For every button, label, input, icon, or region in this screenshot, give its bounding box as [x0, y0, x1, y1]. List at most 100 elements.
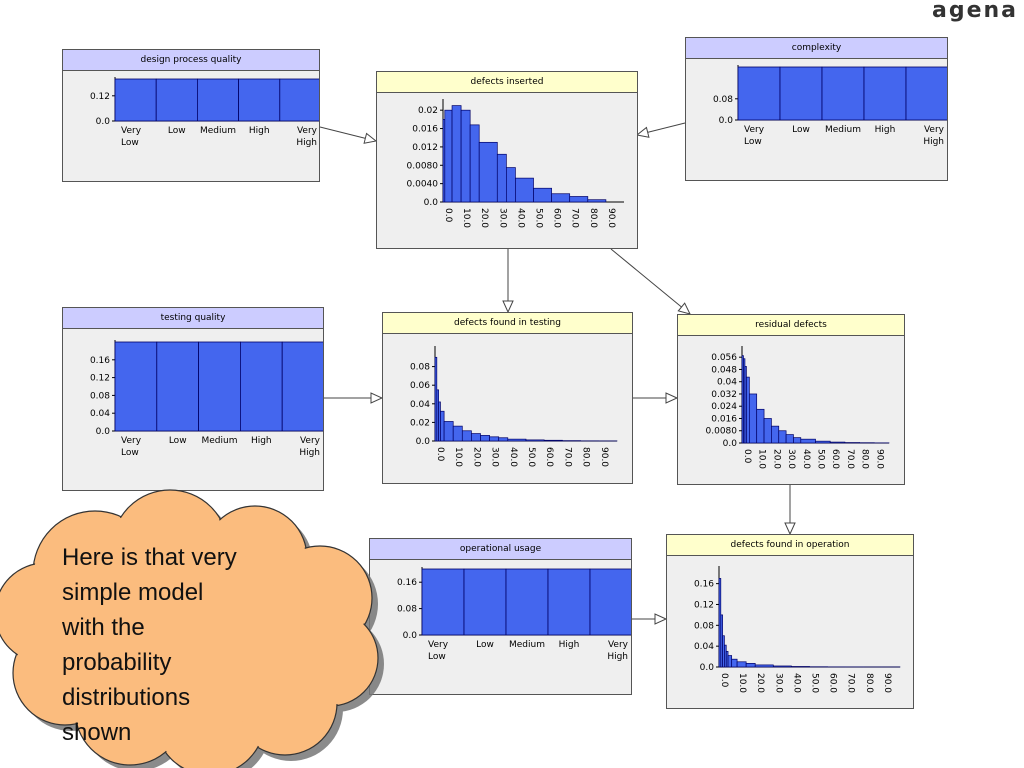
arrow-head: [784, 522, 796, 536]
y-tick-label: 0.16: [397, 578, 417, 588]
category-label: High: [296, 138, 317, 148]
x-tick-label: 80.0: [581, 447, 591, 467]
arrow-head: [635, 126, 650, 138]
bar: [198, 341, 241, 432]
category-label: Very: [608, 640, 629, 650]
x-tick-label: 80.0: [588, 208, 598, 228]
histogram-bar: [731, 658, 738, 668]
category-label: Low: [428, 652, 446, 662]
node-testing-quality[interactable]: testing quality 0.16 0.12 0.08 0.04 0.0 Very L…: [62, 307, 324, 491]
cloud-callout: [0, 489, 384, 768]
category-label: High: [607, 652, 628, 662]
x-tick-label: 50.0: [534, 208, 544, 228]
y-tick-label: 0.06: [410, 381, 430, 391]
category-label: High: [875, 125, 896, 135]
y-tick-label: 0.04: [410, 400, 430, 410]
node-title: operational usage: [370, 539, 631, 560]
histogram-bar: [507, 438, 527, 442]
x-tick-label: 70.0: [846, 673, 856, 693]
note-line: shown: [62, 719, 132, 746]
histogram-bar: [772, 665, 792, 668]
y-tick-label: 0.0: [96, 117, 111, 127]
y-tick-label: 0.0: [723, 439, 738, 449]
arrow-head: [677, 302, 691, 315]
y-tick-label: 0.0: [96, 427, 111, 437]
x-tick-label: 50.0: [810, 673, 820, 693]
node-operational-usage[interactable]: operational usage 0.16 0.08 0.0 Very Low Low M…: [369, 538, 632, 695]
distribution-chart: 0.16 0.08 0.0 Very Low Low Medium High Very High: [397, 567, 631, 662]
histogram-bar: [793, 437, 802, 444]
histogram-bar: [800, 438, 816, 444]
histogram-bar: [452, 425, 463, 442]
histogram-bar: [746, 376, 750, 444]
histogram-bar: [754, 664, 774, 668]
node-complexity[interactable]: complexity 0.08 0.0 Very Low Low Medium High Ve…: [685, 37, 948, 181]
note-line: simple model: [62, 579, 204, 606]
distribution-chart: 0.12 0.0 Very Low Low Medium High Very High: [90, 77, 319, 148]
y-tick-label: 0.04: [90, 409, 110, 419]
node-defects-found-in-testing[interactable]: defects found in testing 0.08 0.06 0.04 0.0…: [382, 312, 633, 484]
bar: [196, 78, 239, 122]
x-tick-label: 60.0: [830, 449, 840, 469]
histogram-bar: [745, 663, 756, 668]
node-defects-found-in-operation[interactable]: defects found in operation 0.16 0.12 0.08 0…: [666, 534, 914, 709]
y-tick-label: 0.02: [418, 106, 438, 116]
x-tick-label: 10.0: [461, 208, 471, 228]
x-tick-label: 80.0: [860, 449, 870, 469]
bar: [505, 568, 549, 636]
note-line: probability: [62, 649, 172, 676]
distribution-chart: 0.02 0.016 0.012 0.0080 0.0040 0.0 0.0 10.0 20.0…: [407, 99, 624, 228]
histogram-bar: [815, 440, 831, 444]
category-label: Very: [121, 126, 142, 136]
distribution-chart: 0.056 0.048 0.04 0.032 0.024 0.016 0.0080 0.0 0.…: [706, 346, 890, 469]
node-residual-defects[interactable]: residual defects 0.056 0.048 0.04 0.032 0.02…: [677, 314, 905, 485]
category-label: Very: [428, 640, 449, 650]
x-tick-label: 30.0: [490, 447, 500, 467]
y-tick-label: 0.056: [711, 353, 737, 363]
histogram-bar: [829, 441, 846, 444]
arrow-head: [654, 613, 668, 625]
histogram-bar: [496, 153, 507, 203]
y-tick-label: 0.04: [717, 378, 737, 388]
x-tick-label: 0.0: [742, 449, 752, 464]
histogram-bar: [444, 109, 453, 203]
x-tick-label: 10.0: [737, 673, 747, 693]
node-design-process-quality[interactable]: design process quality 0.12 0.0 Very Low Low…: [62, 49, 320, 182]
x-tick-label: 70.0: [845, 449, 855, 469]
histogram-bar: [451, 105, 462, 203]
y-tick-label: 0.08: [90, 391, 110, 401]
category-label: High: [251, 436, 272, 446]
x-tick-label: 0.0: [443, 208, 453, 223]
histogram-bar: [771, 425, 780, 444]
x-tick-label: 50.0: [526, 447, 536, 467]
histogram-bar: [748, 393, 758, 444]
histogram-bar: [727, 655, 733, 668]
bar: [905, 66, 947, 121]
histogram-bar: [461, 430, 472, 442]
note-line: distributions: [62, 684, 191, 711]
node-title: defects inserted: [377, 72, 637, 93]
x-tick-label: 60.0: [544, 447, 554, 467]
y-tick-label: 0.12: [694, 600, 714, 610]
y-tick-label: 0.024: [711, 402, 737, 412]
bar: [155, 78, 198, 122]
y-tick-label: 0.12: [90, 374, 110, 384]
category-label: Very: [297, 126, 318, 136]
x-tick-label: 40.0: [515, 208, 525, 228]
y-tick-label: 0.08: [397, 605, 417, 615]
distribution-chart: 0.16 0.12 0.08 0.04 0.0 0.0 10.0 20.0 30.0 40.0 50…: [694, 566, 901, 693]
node-defects-inserted[interactable]: defects inserted 0.02 0.016 0.012 0.0080 0.0…: [376, 71, 638, 249]
distribution-chart: 0.16 0.12 0.08 0.04 0.0 Very Low Low Medium High V…: [90, 340, 323, 458]
histogram-bar: [791, 666, 810, 668]
bar: [421, 568, 465, 636]
y-tick-label: 0.04: [694, 642, 714, 652]
category-label: Medium: [202, 436, 238, 446]
y-tick-label: 0.08: [694, 621, 714, 631]
node-title: defects found in operation: [667, 535, 913, 556]
bar: [239, 341, 283, 432]
bar: [547, 568, 591, 636]
distribution-chart: 0.08 0.06 0.04 0.02 0.0 0.0 10.0 20.0 30.0 40.0 50…: [410, 346, 618, 467]
x-tick-label: 60.0: [828, 673, 838, 693]
category-label: Very: [924, 125, 945, 135]
